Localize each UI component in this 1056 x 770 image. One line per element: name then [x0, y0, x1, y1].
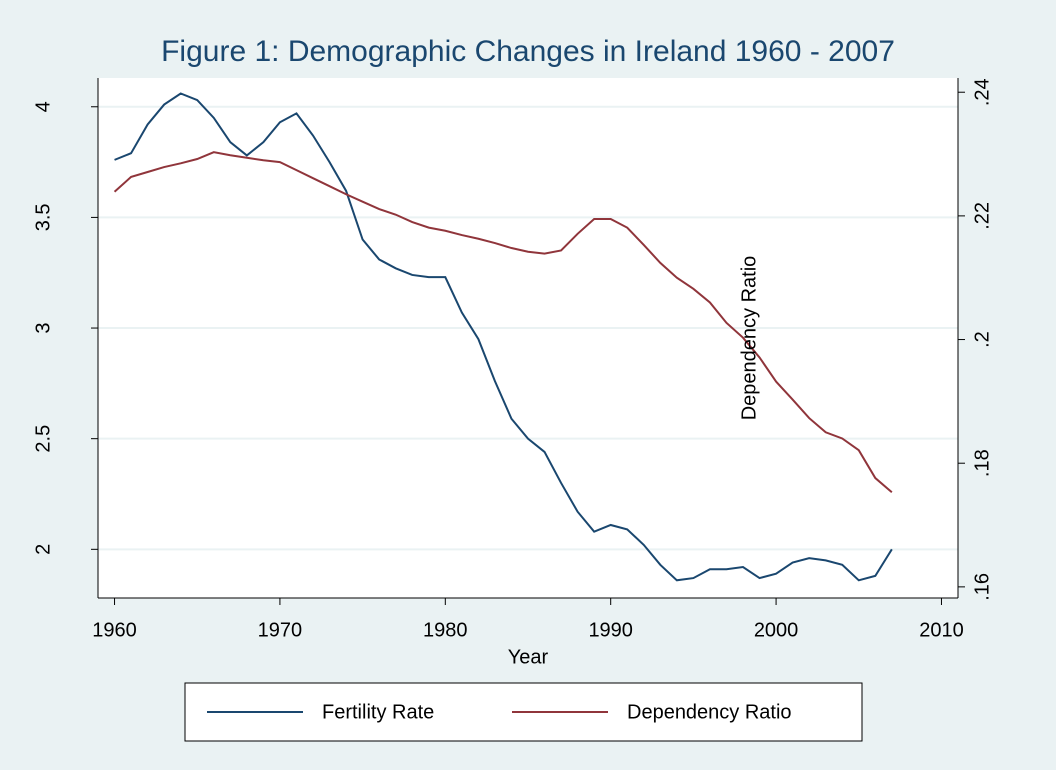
x-tick-label: 2010	[919, 619, 964, 641]
x-tick-label: 2000	[754, 619, 799, 641]
y2-tick-label: .18	[971, 449, 993, 477]
legend-label: Fertility Rate	[322, 701, 434, 723]
annotation: Dependency Ratio	[738, 256, 760, 421]
y2-tick-label: .2	[971, 331, 993, 348]
y-tick-label: 4	[32, 101, 54, 112]
series-line	[114, 92, 893, 582]
x-tick-label: 1960	[92, 619, 137, 641]
series-line	[113, 151, 893, 494]
chart-title: Figure 1: Demographic Changes in Ireland…	[161, 35, 895, 68]
x-tick-label: 1980	[423, 619, 468, 641]
legend-label: Dependency Ratio	[627, 701, 792, 723]
y-tick-label: 2.5	[32, 425, 54, 453]
x-tick-label: 1990	[588, 619, 633, 641]
plot-area	[98, 78, 958, 598]
y2-tick-label: .16	[971, 573, 993, 601]
x-axis-label: Year	[508, 646, 549, 668]
y-tick-label: 3	[32, 322, 54, 333]
y-tick-label: 3.5	[32, 203, 54, 231]
x-tick-label: 1970	[258, 619, 303, 641]
y2-tick-label: .24	[971, 78, 993, 106]
y2-tick-label: .22	[971, 202, 993, 230]
y-tick-label: 2	[32, 544, 54, 555]
